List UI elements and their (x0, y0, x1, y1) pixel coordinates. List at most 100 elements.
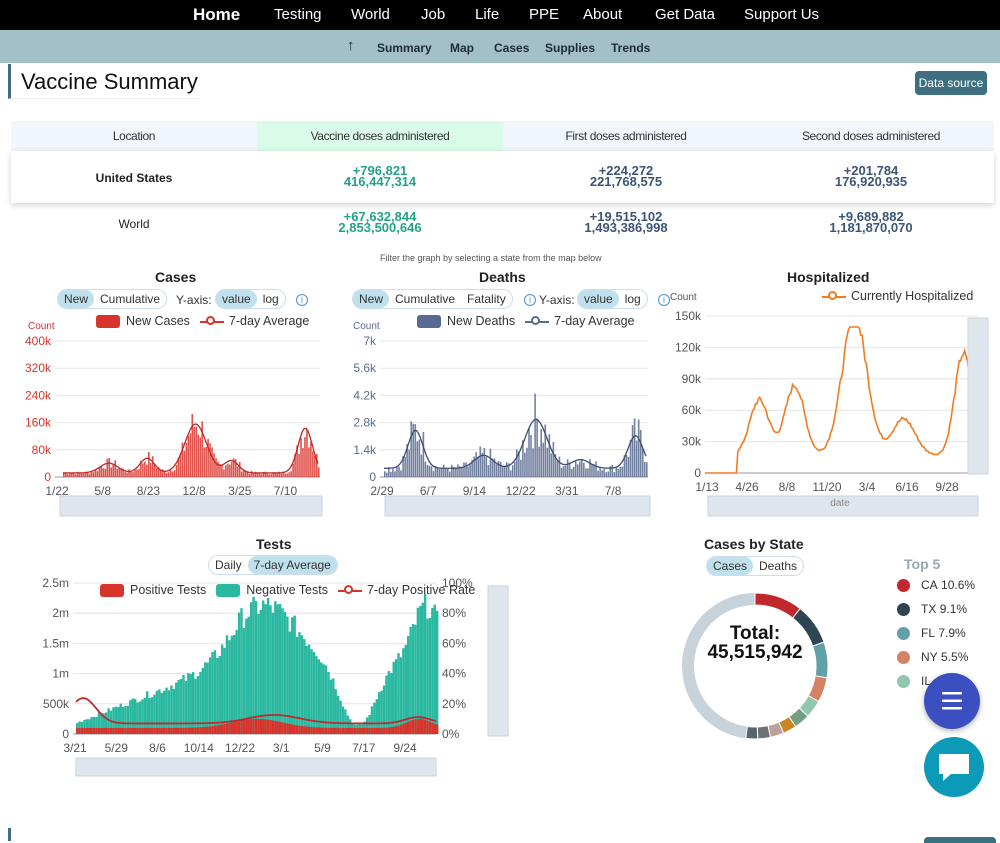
deaths-value-toggle[interactable]: value (578, 290, 619, 308)
negative-test-bar (204, 662, 207, 734)
deaths-log-toggle[interactable]: log (624, 292, 641, 306)
negative-test-bar (283, 612, 287, 734)
positive-test-bar (114, 727, 118, 734)
top5-state: IL (921, 674, 932, 688)
death-bar (507, 463, 510, 477)
legend-7day-average[interactable]: 7-day Average (228, 314, 310, 328)
negative-test-bar (141, 699, 144, 734)
nav-job[interactable]: Job (421, 6, 446, 23)
cases-chart[interactable]: Count 400k 320k 240k 160k 80k 01/22 5/8 8/23 12/8… (20, 318, 330, 518)
legend-dot (897, 602, 910, 616)
nav-world[interactable]: World (351, 6, 390, 23)
info-icon[interactable]: i (524, 294, 536, 306)
count-label: Count (28, 321, 55, 332)
negative-test-bar (112, 707, 115, 734)
subnav-map[interactable]: Map (450, 41, 474, 55)
positive-test-bar (281, 722, 284, 734)
legend-new-deaths[interactable]: New Deaths (447, 314, 516, 328)
table-row-united-states[interactable]: United States +796,821 416,447,314 +224,… (11, 151, 994, 203)
positive-test-bar (223, 723, 226, 734)
negative-test-bar (191, 672, 195, 734)
state-cases-toggle[interactable]: Cases (707, 557, 754, 575)
first-total: 221,768,575 (589, 174, 663, 189)
header-location[interactable]: Location (112, 129, 156, 143)
deaths-chart[interactable]: Count 7k 5.6k 4.2k 2.8k 1.4k 02/29 6/7 9/14 12/22… (343, 318, 658, 518)
case-bar (120, 468, 122, 477)
data-source-button[interactable]: Data source (915, 71, 987, 95)
deaths-fatality-toggle[interactable]: Fatality (467, 292, 506, 306)
tests-7day-toggle[interactable]: 7-day Average (247, 556, 337, 574)
negative-test-bar (392, 661, 395, 734)
info-icon[interactable]: i (658, 294, 670, 306)
negative-test-bar (83, 719, 86, 734)
cases-new-toggle[interactable]: New (58, 290, 95, 308)
positive-test-bar (288, 723, 292, 734)
legend-negative-tests[interactable]: Negative Tests (246, 583, 328, 597)
menu-fab-button[interactable] (924, 673, 980, 729)
x-tick-label: 1/22 (45, 484, 69, 498)
case-bar (66, 474, 69, 477)
legend-positive-tests[interactable]: Positive Tests (130, 583, 207, 597)
top5-item[interactable]: TX 9.1% (897, 602, 967, 616)
subnav-cases[interactable]: Cases (494, 41, 530, 55)
top5-item[interactable]: CA 10.6% (897, 578, 975, 592)
header-vaccine-doses[interactable]: Vaccine doses administered (257, 121, 503, 151)
cases-cumulative-toggle[interactable]: Cumulative (100, 292, 161, 306)
legend-currently-hospitalized[interactable]: Currently Hospitalized (851, 289, 974, 303)
negative-test-bar (247, 616, 250, 734)
legend-positive-rate[interactable]: 7-day Positive Rate (366, 583, 476, 597)
case-bar (231, 461, 233, 477)
nav-get-data[interactable]: Get Data (655, 6, 716, 23)
nav-life[interactable]: Life (475, 6, 500, 23)
case-bar (225, 465, 227, 477)
deaths-cumulative-toggle[interactable]: Cumulative (395, 292, 456, 306)
header-first-doses[interactable]: First doses administered (565, 129, 687, 143)
nav-home[interactable]: Home (193, 5, 241, 24)
death-bar (613, 472, 616, 477)
next-section-button[interactable] (924, 837, 996, 843)
cases-value-toggle[interactable]: value (216, 290, 257, 308)
header-second-doses[interactable]: Second doses administered (801, 129, 941, 143)
info-icon[interactable]: i (296, 294, 308, 306)
death-bar (601, 470, 603, 477)
negative-test-bar (257, 614, 260, 734)
nav-support-us[interactable]: Support Us (744, 6, 820, 23)
tests-daily-toggle[interactable]: Daily (215, 558, 242, 572)
state-deaths-toggle[interactable]: Deaths (759, 559, 798, 573)
legend-7day-average[interactable]: 7-day Average (554, 314, 635, 328)
y-tick-label: 5.6k (353, 361, 377, 375)
nav-about[interactable]: About (583, 6, 623, 23)
positive-test-bar (351, 727, 354, 734)
legend-new-cases[interactable]: New Cases (126, 314, 190, 328)
case-bar (165, 472, 168, 477)
subnav-summary[interactable]: Summary (377, 41, 432, 55)
subnav-supplies[interactable]: Supplies (545, 41, 596, 55)
case-bar (90, 471, 93, 477)
death-bar (457, 464, 459, 477)
arrow-up-icon[interactable]: ↑ (347, 37, 355, 54)
positive-test-bar (88, 727, 91, 734)
positive-test-bar (278, 721, 282, 734)
top5-item[interactable]: NY 5.5% (897, 650, 968, 664)
deaths-new-toggle[interactable]: New (353, 290, 390, 308)
negative-test-bar (167, 690, 171, 734)
hosp-chart[interactable]: Count 150k 120k 90k 60k 30k 01/13 4/26 8/8 11/20 3… (665, 288, 995, 520)
negative-test-bar (307, 644, 311, 734)
state-donut-chart[interactable] (672, 585, 838, 751)
nav-ppe[interactable]: PPE (529, 6, 560, 23)
nav-testing[interactable]: Testing (274, 6, 322, 23)
deaths-legend: New Deaths 7-day Average (417, 314, 634, 328)
death-bar (418, 439, 421, 477)
negative-test-bar (211, 651, 214, 734)
table-row-world[interactable]: World +67,632,844 2,853,500,646 +19,515,… (11, 205, 994, 241)
top5-item[interactable]: IL (897, 674, 934, 688)
negative-test-bar (286, 616, 289, 734)
top5-item[interactable]: FL 7.9% (897, 626, 966, 640)
tests-chart[interactable]: 2.5m 2m 1.5m 1m 500k 03/21 5/29 8/6 10/14 12/22 3/… (28, 572, 518, 782)
case-bar (118, 467, 120, 477)
cases-log-toggle[interactable]: log (262, 292, 279, 306)
death-bar (412, 423, 415, 477)
subnav-trends[interactable]: Trends (611, 41, 651, 55)
chat-fab-button[interactable] (924, 737, 984, 797)
count-label: Count (670, 292, 697, 303)
